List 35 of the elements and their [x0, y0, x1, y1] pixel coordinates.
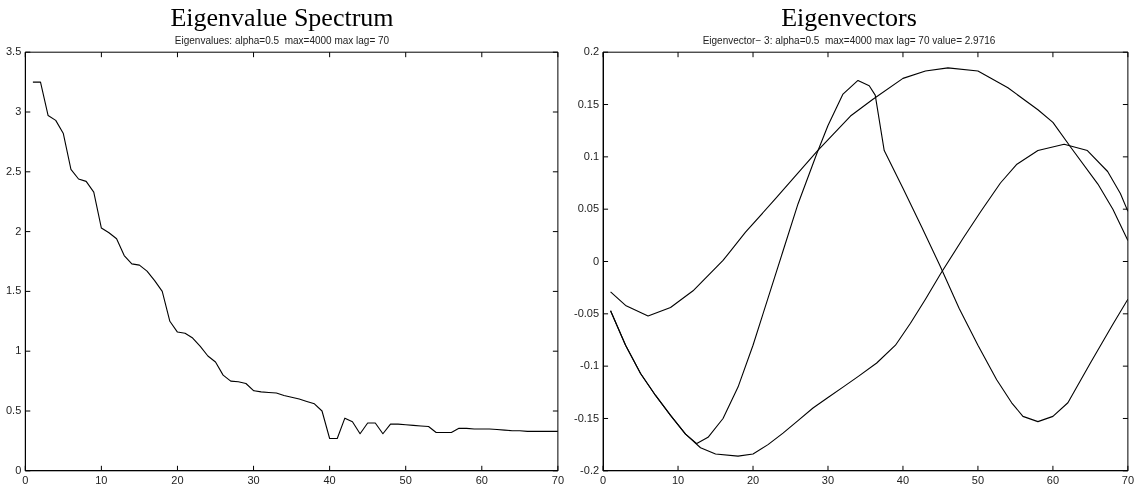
y-tick-label: 0.2: [583, 45, 600, 58]
x-tick-label: 10: [95, 474, 108, 487]
x-tick-label: 70: [551, 474, 565, 487]
x-tick-label: 70: [1121, 474, 1135, 487]
x-tick-label: 30: [247, 474, 260, 487]
chart-title: Eigenvalue Spectrum: [170, 3, 394, 33]
chart-subtitle: Eigenvector− 3: alpha=0.5 max=4000 max lag= 70 value= 2.9716: [702, 34, 996, 46]
x-tick-label: 40: [323, 474, 336, 487]
y-tick-label: -0.1: [580, 359, 600, 372]
x-tick-label: 60: [475, 474, 488, 487]
y-tick-label: 0.15: [577, 97, 600, 110]
x-tick-label: 10: [671, 474, 685, 487]
x-tick-label: 40: [896, 474, 910, 487]
y-tick-label: 1: [15, 344, 22, 357]
y-tick-label: 3.5: [5, 45, 22, 58]
y-tick-label: 3: [15, 105, 22, 118]
x-tick-label: 60: [1046, 474, 1060, 487]
y-tick-label: 0.1: [583, 149, 600, 162]
x-tick-label: 20: [746, 474, 760, 487]
y-tick-label: -0.15: [573, 411, 600, 424]
x-tick-label: 50: [971, 474, 985, 487]
y-tick-label: 2.5: [5, 164, 22, 177]
y-tick-label: 0.5: [5, 404, 22, 417]
chart-title: Eigenvectors: [781, 3, 917, 33]
y-tick-label: 1.5: [5, 284, 22, 297]
y-tick-label: 2: [15, 224, 22, 237]
y-tick-label: -0.05: [573, 306, 600, 319]
y-tick-label: 0.05: [577, 202, 600, 215]
x-tick-label: 50: [399, 474, 412, 487]
y-tick-label: 0: [15, 463, 22, 476]
x-tick-label: 20: [171, 474, 184, 487]
y-tick-label: -0.2: [580, 463, 600, 476]
y-tick-label: 0: [592, 254, 600, 267]
x-tick-label: 30: [821, 474, 835, 487]
chart-subtitle: Eigenvalues: alpha=0.5 max=4000 max lag= 70: [174, 34, 390, 46]
